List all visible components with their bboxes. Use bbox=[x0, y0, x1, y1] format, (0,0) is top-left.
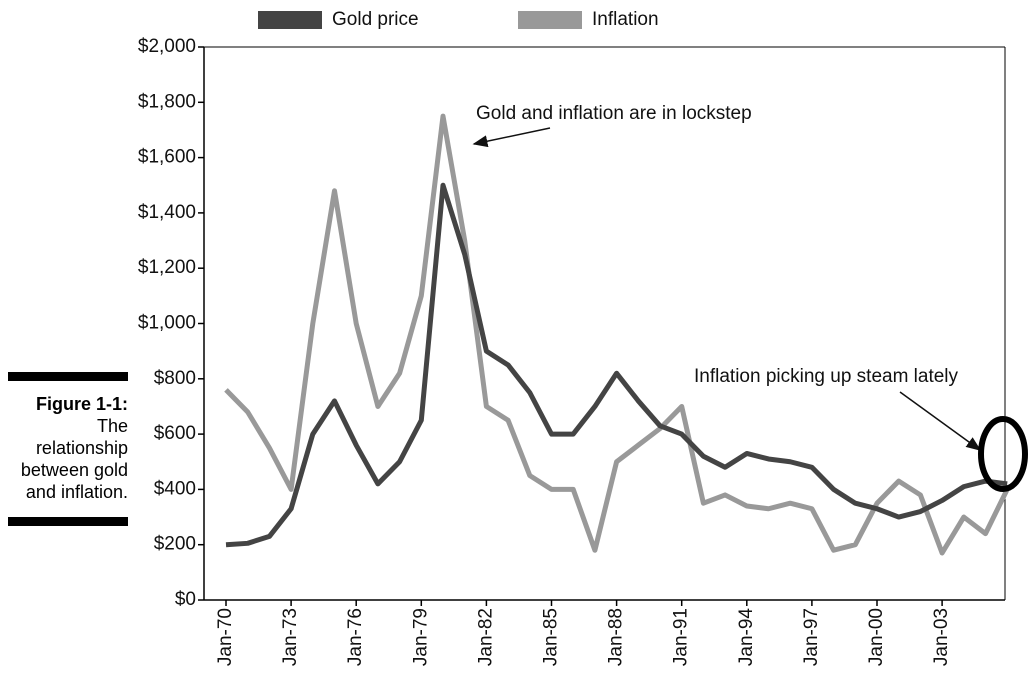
y-tick-label: $600 bbox=[154, 423, 196, 444]
legend-label: Inflation bbox=[592, 9, 659, 30]
plot: $0 $200 $400 $600 $800 $1,000 $1,200 $1,400 $1,6… bbox=[138, 9, 1010, 667]
x-tick-label: Jan-91 bbox=[671, 608, 692, 666]
figure-caption: Figure 1-1: The relationship between gol… bbox=[8, 372, 128, 526]
x-tick-label: Jan-97 bbox=[801, 608, 822, 666]
series-line bbox=[225, 182, 1008, 548]
x-tick-label: Jan-73 bbox=[280, 608, 301, 666]
y-tick-label: $0 bbox=[175, 589, 196, 610]
y-tick-label: $1,400 bbox=[138, 202, 196, 223]
x-tick-label: Jan-94 bbox=[736, 608, 757, 667]
annotation-arrow bbox=[472, 127, 551, 148]
caption-label: Figure 1-1: bbox=[35, 394, 128, 414]
x-tick-label: Jan-70 bbox=[215, 608, 236, 666]
annotation: Gold and inflation are in lockstep bbox=[476, 103, 752, 124]
series-line bbox=[224, 113, 1010, 556]
x-tick-label: Jan-88 bbox=[606, 608, 627, 666]
x-tick-label: Jan-76 bbox=[345, 608, 366, 666]
y-tick-label: $1,800 bbox=[138, 91, 196, 112]
legend-label: Gold price bbox=[332, 9, 419, 30]
x-tick-label: Jan-79 bbox=[410, 608, 431, 666]
x-tick-label: Jan-82 bbox=[475, 608, 496, 666]
y-tick-label: $200 bbox=[154, 534, 196, 555]
x-tick-label: Jan-00 bbox=[866, 608, 887, 666]
annotation: Inflation picking up steam lately bbox=[694, 366, 959, 387]
y-tick-label: $1,000 bbox=[138, 313, 196, 334]
y-tick-label: $2,000 bbox=[138, 36, 196, 57]
legend-swatch bbox=[258, 11, 322, 29]
legend-swatch bbox=[518, 11, 582, 29]
y-tick-label: $1,200 bbox=[138, 257, 196, 278]
caption-text: The relationship between gold and inflat… bbox=[20, 416, 128, 502]
annotation-arrow bbox=[899, 391, 982, 451]
highlight-ellipse bbox=[978, 416, 1028, 492]
x-tick-label: Jan-03 bbox=[931, 608, 952, 666]
caption-rule bbox=[8, 517, 128, 526]
y-tick-label: $400 bbox=[154, 478, 196, 499]
y-tick-label: $1,600 bbox=[138, 147, 196, 168]
caption-rule bbox=[8, 372, 128, 381]
x-tick-label: Jan-85 bbox=[541, 608, 562, 666]
y-tick-label: $800 bbox=[154, 368, 196, 389]
